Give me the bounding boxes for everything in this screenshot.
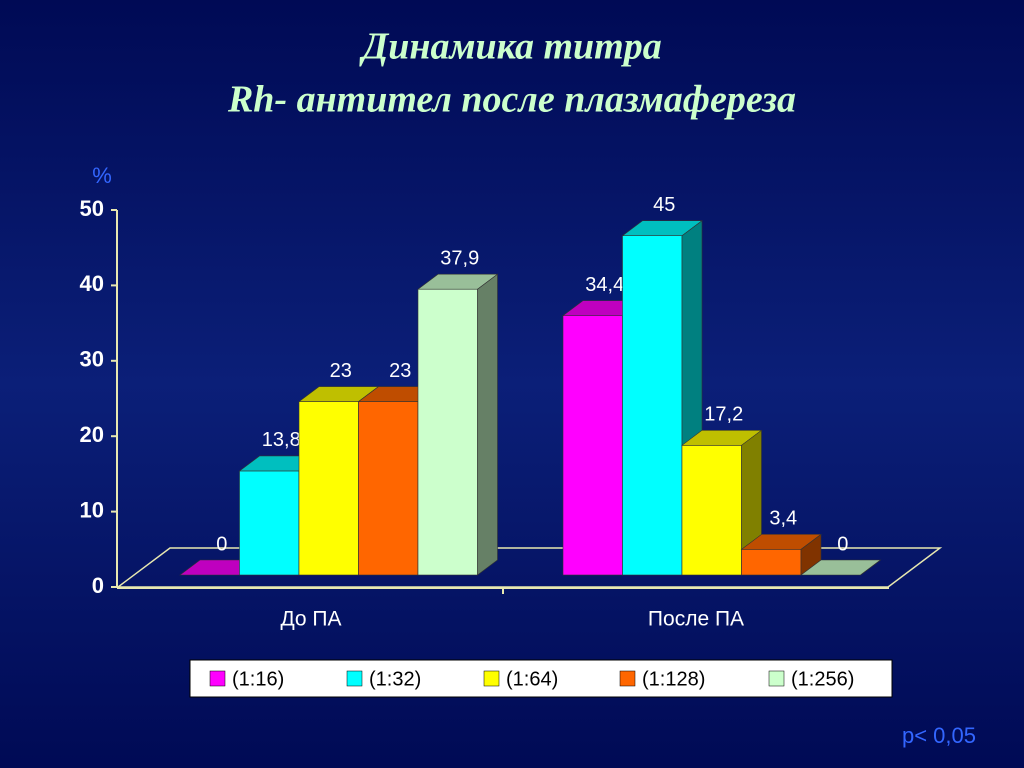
chart-title: Rh- антител после плазмафереза: [227, 79, 796, 121]
legend-label: (1:16): [232, 668, 284, 690]
y-tick-label: 20: [80, 422, 104, 447]
legend-label: (1:128): [642, 668, 705, 690]
value-label: 0: [837, 533, 848, 555]
bar-front: [681, 445, 742, 576]
y-tick-label: 10: [80, 497, 104, 522]
annotation: p< 0,05: [902, 723, 976, 748]
value-label: 34,4: [585, 274, 624, 296]
bar-front: [417, 288, 478, 576]
x-tick-label: До ПА: [280, 608, 341, 631]
legend-label: (1:32): [369, 668, 421, 690]
value-label: 23: [389, 360, 411, 382]
bar-front: [562, 315, 623, 576]
bar-front: [239, 470, 300, 576]
legend-swatch: [483, 670, 500, 687]
y-tick-label: 30: [80, 347, 104, 372]
legend-swatch: [209, 670, 226, 687]
legend-swatch: [768, 670, 785, 687]
bar: [621, 220, 703, 576]
value-label: 45: [653, 194, 675, 216]
bar-side: [477, 273, 498, 576]
legend-swatch: [346, 670, 363, 687]
y-tick-label: 0: [92, 573, 104, 598]
bar: [417, 273, 499, 576]
bar: [740, 533, 822, 576]
value-label: 3,4: [769, 508, 797, 530]
y-tick-label: 40: [80, 271, 104, 296]
chart-title: Динамика титра: [359, 26, 661, 68]
legend-swatch: [619, 670, 636, 687]
bar-side: [860, 559, 881, 576]
value-label: 0: [216, 533, 227, 555]
bar-front: [358, 401, 419, 576]
x-tick-label: После ПА: [648, 608, 744, 631]
legend-label: (1:256): [791, 668, 854, 690]
legend-label: (1:64): [506, 668, 558, 690]
bar: [681, 429, 763, 576]
value-label: 17,2: [704, 404, 743, 426]
value-label: 23: [330, 360, 352, 382]
y-tick-label: 50: [80, 196, 104, 221]
bar-front: [298, 401, 359, 576]
bar: [800, 559, 882, 576]
value-label: 37,9: [440, 248, 479, 270]
bar-front: [622, 235, 683, 576]
value-label: 13,8: [262, 429, 301, 451]
bar-front: [741, 549, 802, 576]
y-axis-label: %: [92, 163, 112, 188]
